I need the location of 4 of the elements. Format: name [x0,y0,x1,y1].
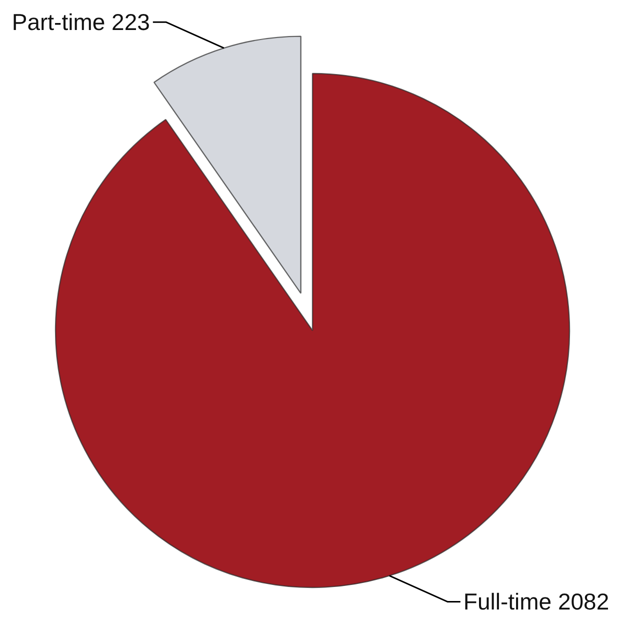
slice-label: Full-time [463,588,552,615]
slice-label: Part-time [12,9,106,36]
data-label: 223 [112,9,150,36]
data-label: 2082 [558,588,610,615]
